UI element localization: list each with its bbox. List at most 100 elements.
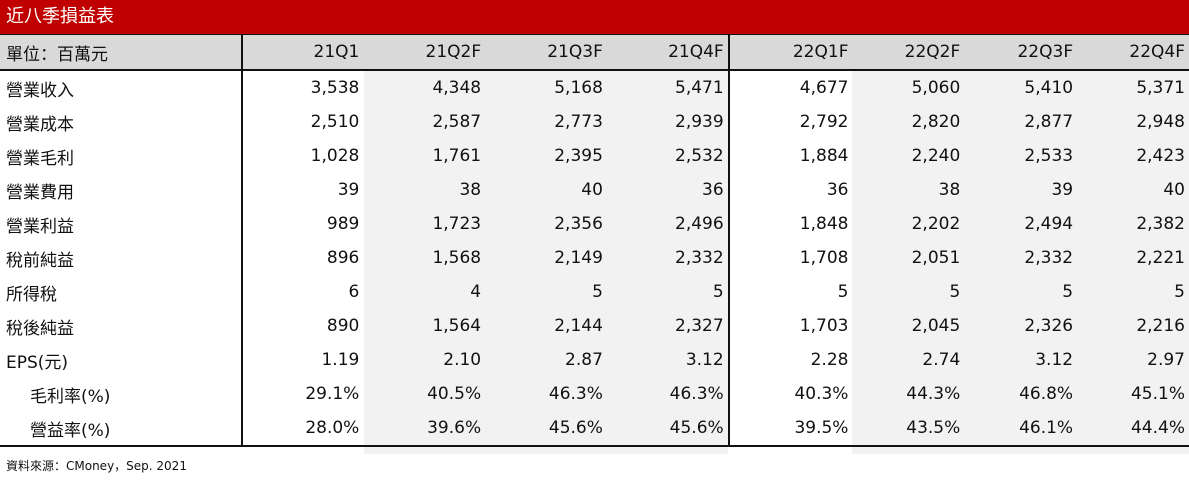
- table-cell: 36: [826, 180, 849, 200]
- table-cell: 46.3%: [606, 377, 730, 411]
- row-label: 毛利率(%): [0, 377, 243, 411]
- table-cell: 2,356: [554, 214, 603, 234]
- table-cell: 1,028: [310, 146, 360, 166]
- table-cell: 2,532: [606, 139, 730, 173]
- table-cell: 40.3%: [794, 384, 849, 404]
- column-header: 22Q4F: [1077, 34, 1189, 71]
- table-cell: 40: [581, 180, 603, 200]
- table-cell: 39: [1051, 180, 1074, 200]
- table-cell: 1,761: [432, 146, 482, 166]
- table-cell: 39.6%: [363, 411, 486, 447]
- table-cell: 4,348: [432, 78, 482, 98]
- table-cell: 2,326: [1024, 316, 1074, 336]
- table-cell: 2,202: [911, 214, 961, 234]
- table-cell: 2.97: [1147, 350, 1185, 370]
- table-cell: 2,144: [554, 316, 603, 336]
- table-cell: 2,792: [799, 112, 849, 132]
- table-cell: 4,677: [799, 78, 849, 98]
- table-cell: 3.12: [1035, 350, 1074, 370]
- row-label: 營業毛利: [0, 139, 243, 173]
- table-row: EPS(元) 1.19 2.10 2.87 3.12 2.28 2.74 3.12 2.97: [0, 343, 1189, 377]
- table-cell: 5: [592, 282, 603, 302]
- row-label: 所得稅: [0, 275, 243, 309]
- table-cell: 46.1%: [964, 411, 1078, 447]
- table-cell: 2,382: [1136, 214, 1185, 234]
- table-cell: 28.0%: [241, 411, 364, 447]
- table-cell: 5,371: [1136, 78, 1185, 98]
- table-cell: 2,496: [606, 207, 730, 241]
- column-header: 21Q4F: [606, 34, 730, 71]
- table-cell: 5: [837, 282, 849, 302]
- table-cell: 890: [326, 316, 360, 336]
- column-header: 22Q1F: [728, 34, 853, 71]
- table-cell: 2,423: [1136, 146, 1185, 166]
- table-row: 稅後純益 890 1,564 2,144 2,327 1,703 2,045 2,326 2,2…: [0, 309, 1189, 343]
- table-row: 營益率(%) 28.0% 39.6% 45.6% 45.6% 39.5% 43.5% 46.1…: [0, 411, 1189, 447]
- table-cell: 2.74: [922, 350, 961, 370]
- table-row: 毛利率(%) 29.1% 40.5% 46.3% 46.3% 40.3% 44.3% 46.8…: [0, 377, 1189, 411]
- table-cell: 2,216: [1136, 316, 1185, 336]
- table-cell: 1,708: [799, 248, 849, 268]
- table-cell: 2,820: [911, 112, 961, 132]
- table-cell: 3.12: [606, 343, 730, 377]
- table-cell: 39.5%: [728, 411, 853, 447]
- table-body: 營業收入 3,538 4,348 5,168 5,471 4,677 5,060 5,410 5…: [0, 70, 1189, 447]
- table-row: 營業費用 39 38 40 36 36 38 39 40: [0, 173, 1189, 207]
- table-cell: 2,395: [554, 146, 603, 166]
- table-cell: 5,410: [1024, 78, 1074, 98]
- column-header: 22Q2F: [852, 34, 965, 71]
- table-cell: 5: [1062, 282, 1074, 302]
- table-cell: 44.4%: [1077, 411, 1189, 447]
- column-header: 22Q3F: [964, 34, 1078, 71]
- table-cell: 2,045: [911, 316, 961, 336]
- table-cell: 38: [459, 180, 482, 200]
- table-cell: 2,332: [1024, 248, 1074, 268]
- table-row: 營業毛利 1,028 1,761 2,395 2,532 1,884 2,240 2,533 2…: [0, 139, 1189, 173]
- table-cell: 2,051: [911, 248, 961, 268]
- row-label: 稅後純益: [0, 309, 243, 343]
- table-cell: 2,240: [911, 146, 961, 166]
- table-cell: 2,773: [554, 112, 603, 132]
- table-cell: 2,494: [1024, 214, 1074, 234]
- table-row: 營業收入 3,538 4,348 5,168 5,471 4,677 5,060 5,410 5…: [0, 70, 1189, 105]
- table-cell: 2,587: [432, 112, 482, 132]
- table-cell: 5,471: [606, 70, 730, 105]
- table-cell: 896: [326, 248, 360, 268]
- table-cell: 2.10: [443, 350, 482, 370]
- table-cell: 44.3%: [906, 384, 961, 404]
- shaded-region-2022-forecast: [852, 69, 1189, 454]
- row-label: 營業利益: [0, 207, 243, 241]
- column-header: 21Q2F: [363, 34, 486, 71]
- row-label: 營業成本: [0, 105, 243, 139]
- table-cell: 1,884: [799, 146, 849, 166]
- table-cell: 3,538: [310, 78, 360, 98]
- table-cell: 1,568: [432, 248, 482, 268]
- table-cell: 38: [938, 180, 961, 200]
- table-cell: 1.19: [321, 350, 360, 370]
- table-cell: 2,332: [606, 241, 730, 275]
- header-row: 單位：百萬元 21Q1 21Q2F 21Q3F 21Q4F 22Q1F 22Q2F 22Q3…: [0, 34, 1189, 71]
- table-cell: 2,939: [606, 105, 730, 139]
- table-cell: 45.1%: [1130, 384, 1185, 404]
- row-label: 營益率(%): [0, 411, 243, 447]
- table-cell: 29.1%: [305, 384, 360, 404]
- table-cell: 1,564: [432, 316, 482, 336]
- table-cell: 2.28: [810, 350, 849, 370]
- table-cell: 1,723: [432, 214, 482, 234]
- row-label: 營業費用: [0, 173, 243, 207]
- table-cell: 36: [606, 173, 730, 207]
- table-cell: 2,327: [606, 309, 730, 343]
- income-statement-table: 單位：百萬元 21Q1 21Q2F 21Q3F 21Q4F 22Q1F 22Q2F 22Q3…: [0, 34, 1189, 447]
- table-cell: 5: [1174, 282, 1185, 302]
- table-cell: 5: [606, 275, 730, 309]
- row-label: 稅前純益: [0, 241, 243, 275]
- column-header: 21Q1: [241, 34, 364, 71]
- table-cell: 46.8%: [1019, 384, 1074, 404]
- table-cell: 2,149: [554, 248, 603, 268]
- table-cell: 46.3%: [548, 384, 603, 404]
- table-cell: 5,060: [911, 78, 961, 98]
- table-cell: 40.5%: [427, 384, 482, 404]
- table-cell: 5,168: [554, 78, 603, 98]
- table-cell: 2,877: [1024, 112, 1074, 132]
- unit-label: 單位：百萬元: [0, 34, 243, 71]
